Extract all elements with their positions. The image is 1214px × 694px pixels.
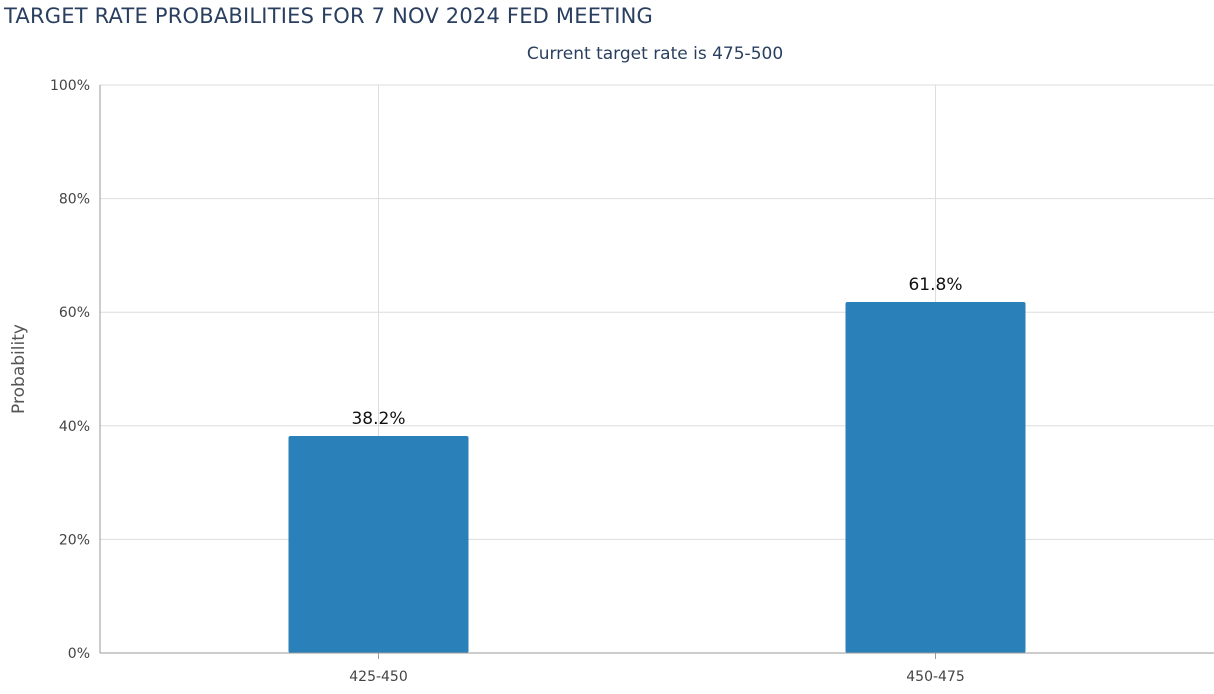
y-tick-label: 20% (59, 532, 90, 548)
data-label: 38.2% (351, 409, 405, 429)
gridlines (100, 84, 1214, 653)
x-tick-label: 425-450 (349, 669, 408, 685)
chart-title: TARGET RATE PROBABILITIES FOR 7 NOV 2024… (4, 4, 653, 28)
bars (288, 301, 1026, 653)
y-tick-label: 0% (68, 646, 90, 662)
y-tick-label: 80% (59, 192, 90, 208)
y-tick-label: 40% (59, 419, 90, 435)
y-axis-title: Probability (9, 324, 29, 414)
labels: 0% 20% 40% 60% 80% 100% 38.2% 425-450 61.8% 450-4… (9, 78, 965, 685)
bar-450-475[interactable] (845, 301, 1026, 653)
x-tick-label: 450-475 (906, 669, 965, 685)
y-tick-label: 100% (50, 78, 90, 94)
axes (99, 85, 1214, 659)
y-tick-label: 60% (59, 305, 90, 321)
bar-425-450[interactable] (288, 436, 469, 653)
chart-subtitle: Current target rate is 475-500 (526, 44, 784, 64)
data-label: 61.8% (908, 275, 962, 295)
